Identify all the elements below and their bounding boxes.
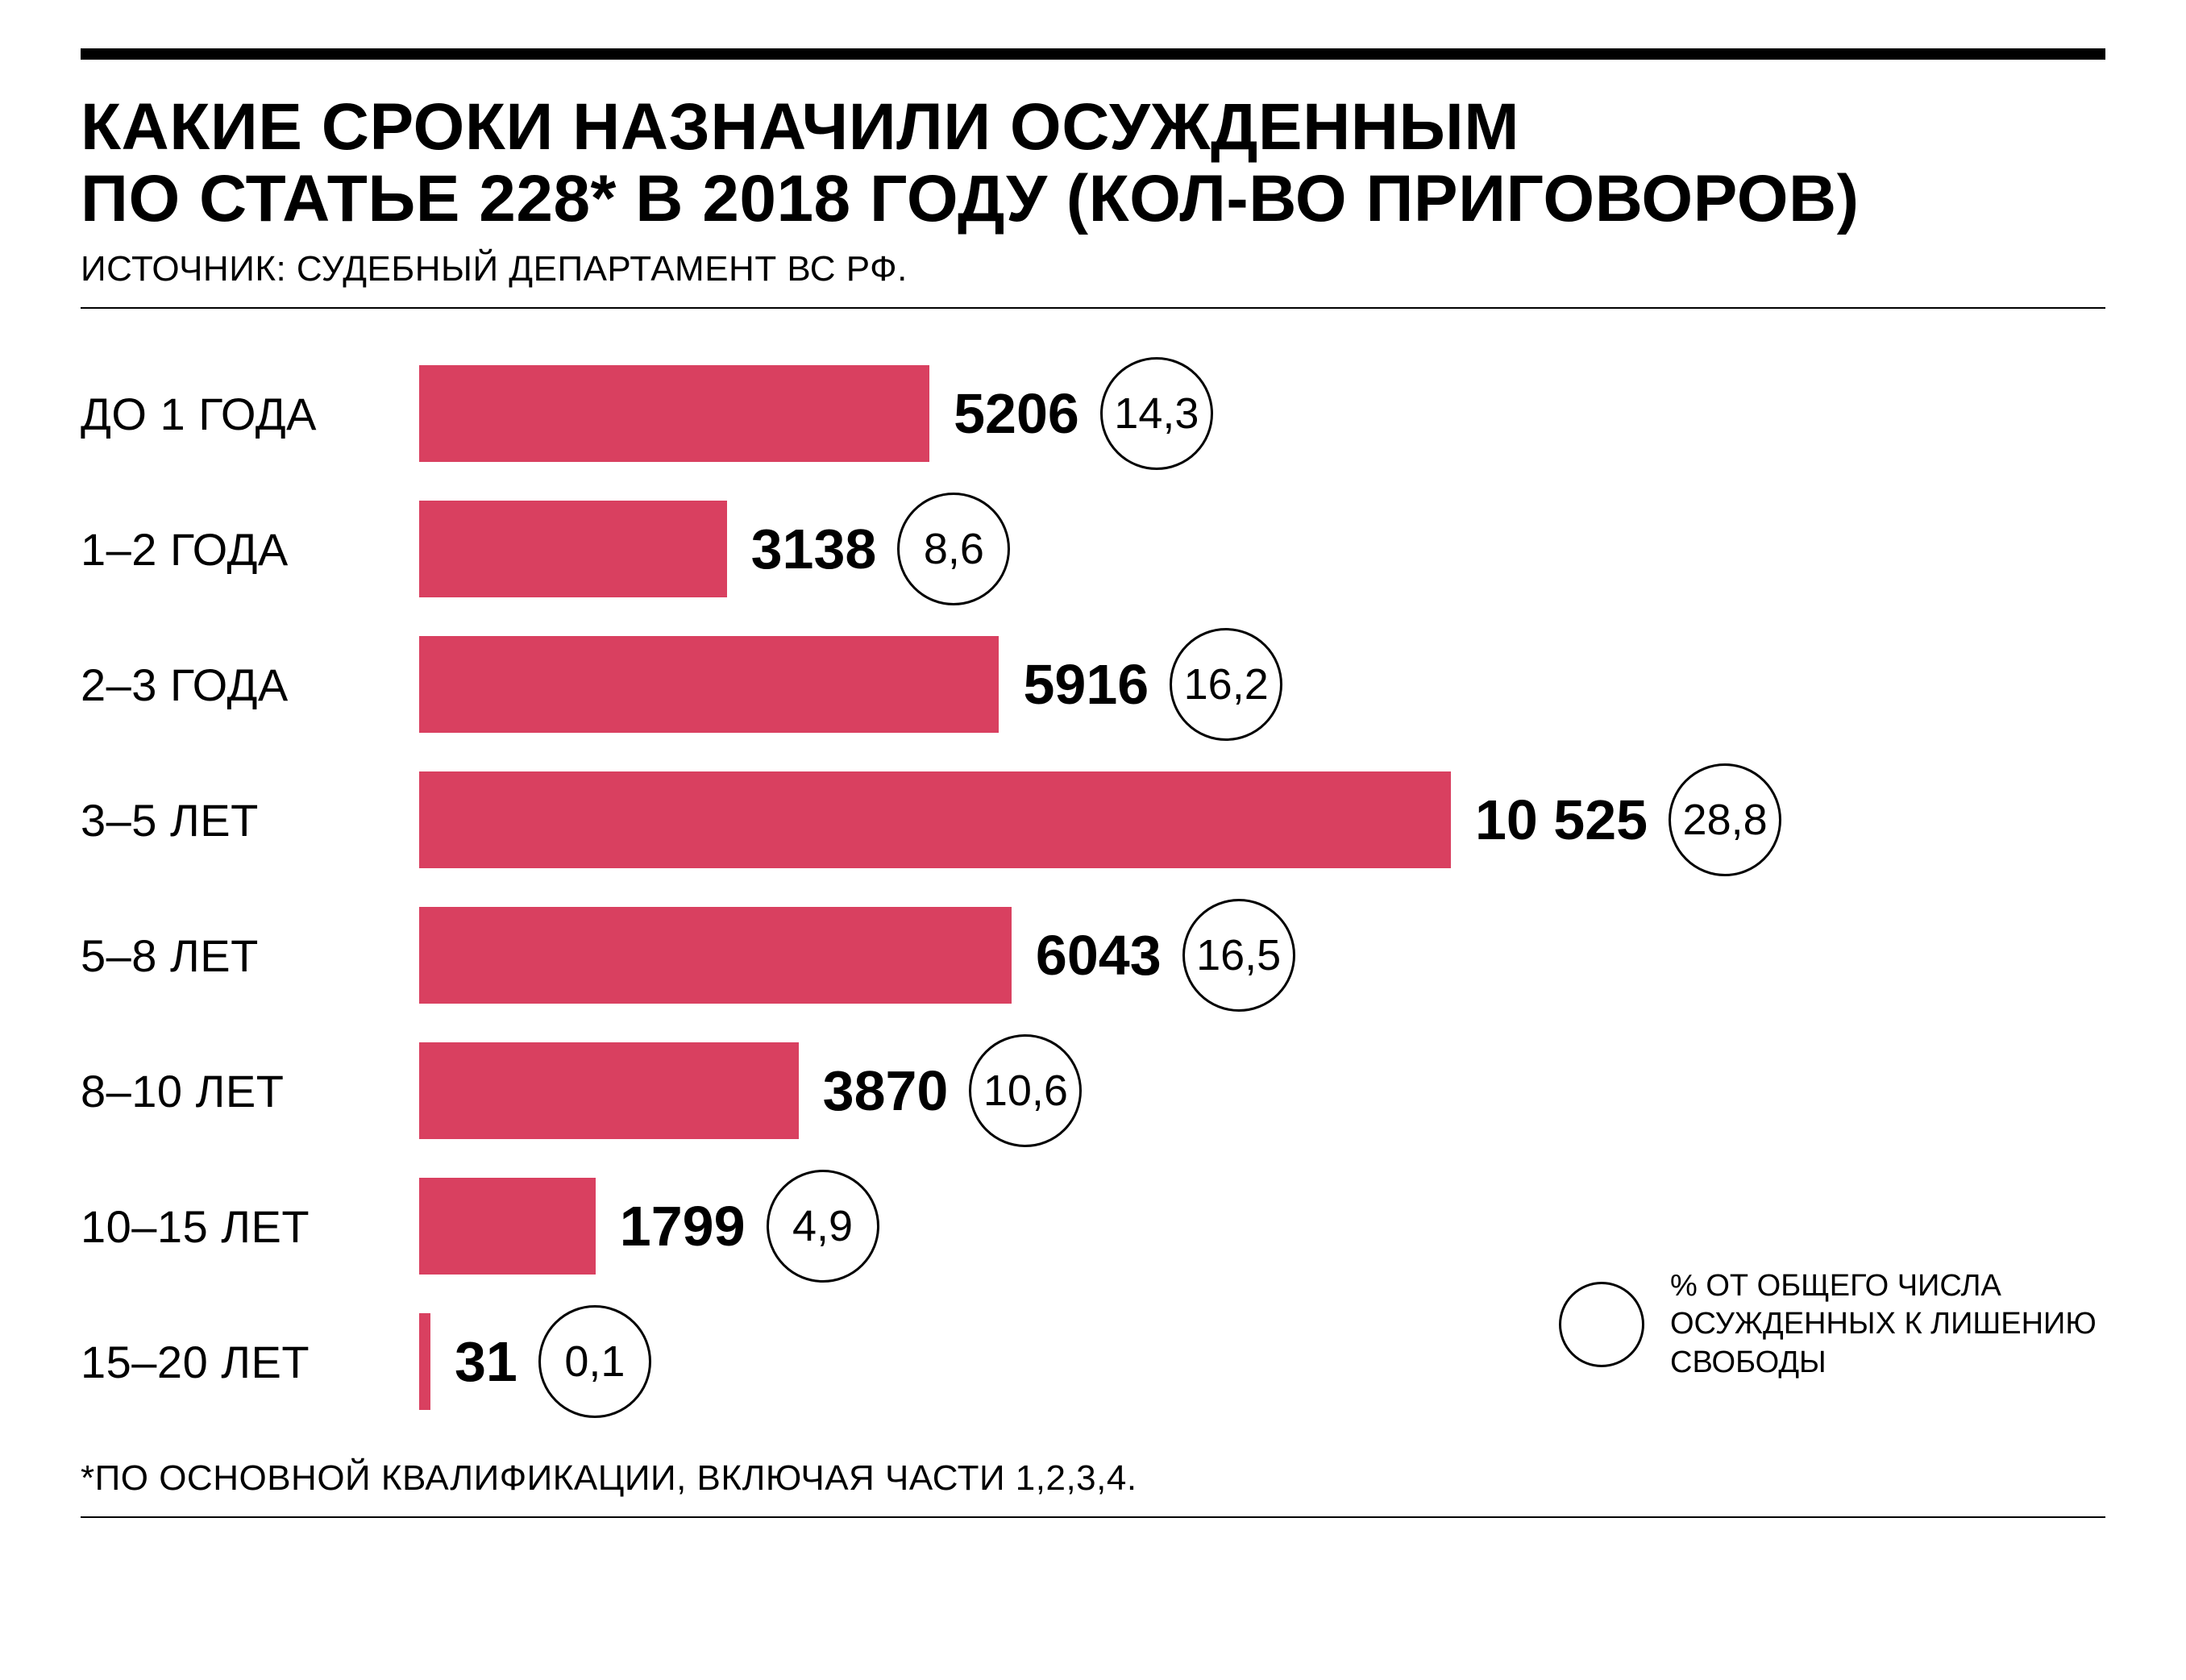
legend-circle-icon — [1559, 1282, 1644, 1367]
bar-value: 1799 — [620, 1194, 746, 1258]
bar-value: 3138 — [751, 517, 877, 581]
bar-row: 10–15 ЛЕТ 1799 4,9 — [81, 1170, 2105, 1283]
divider-bottom — [81, 1516, 2105, 1518]
pct-circle: 4,9 — [767, 1170, 879, 1283]
bar-wrap: 10 525 28,8 — [419, 763, 2105, 876]
pct-circle: 14,3 — [1100, 357, 1213, 470]
bar-value: 31 — [455, 1329, 517, 1394]
pct-value: 0,1 — [564, 1337, 625, 1387]
pct-circle: 16,2 — [1170, 628, 1282, 741]
bar — [419, 1313, 430, 1410]
bar — [419, 501, 727, 597]
category-label: 8–10 ЛЕТ — [81, 1065, 419, 1117]
bar-wrap: 5916 16,2 — [419, 628, 2105, 741]
category-label: 2–3 ГОДА — [81, 659, 419, 711]
legend: % ОТ ОБЩЕГО ЧИСЛА ОСУЖДЕННЫХ К ЛИШЕНИЮ С… — [1559, 1267, 2122, 1383]
bar-wrap: 6043 16,5 — [419, 899, 2105, 1012]
bar-row: 1–2 ГОДА 3138 8,6 — [81, 493, 2105, 605]
pct-value: 16,2 — [1184, 659, 1269, 709]
bar-value: 5206 — [954, 381, 1079, 446]
chart-title: КАКИЕ СРОКИ НАЗНАЧИЛИ ОСУЖДЕННЫМ ПО СТАТ… — [81, 92, 2105, 235]
pct-value: 28,8 — [1683, 795, 1768, 845]
pct-circle: 8,6 — [897, 493, 1010, 605]
bar-row: ДО 1 ГОДА 5206 14,3 — [81, 357, 2105, 470]
footnote: *ПО ОСНОВНОЙ КВАЛИФИКАЦИИ, ВКЛЮЧАЯ ЧАСТИ… — [81, 1458, 2105, 1499]
pct-value: 8,6 — [924, 524, 984, 574]
title-line-1: КАКИЕ СРОКИ НАЗНАЧИЛИ ОСУЖДЕННЫМ — [81, 90, 1519, 164]
pct-value: 4,9 — [792, 1201, 853, 1251]
category-label: 3–5 ЛЕТ — [81, 794, 419, 846]
category-label: 15–20 ЛЕТ — [81, 1336, 419, 1388]
bar-chart: ДО 1 ГОДА 5206 14,3 1–2 ГОДА 3138 8,6 2–3 ГОДА… — [81, 357, 2105, 1418]
bar-wrap: 5206 14,3 — [419, 357, 2105, 470]
category-label: 5–8 ЛЕТ — [81, 929, 419, 982]
pct-value: 14,3 — [1114, 389, 1199, 439]
bar-wrap: 1799 4,9 — [419, 1170, 2105, 1283]
source-line: ИСТОЧНИК: СУДЕБНЫЙ ДЕПАРТАМЕНТ ВС РФ. — [81, 249, 2105, 289]
bar-row: 3–5 ЛЕТ 10 525 28,8 — [81, 763, 2105, 876]
category-label: 10–15 ЛЕТ — [81, 1200, 419, 1253]
bar — [419, 1178, 596, 1275]
pct-value: 16,5 — [1196, 930, 1281, 980]
bar-value: 10 525 — [1475, 788, 1648, 852]
legend-text: % ОТ ОБЩЕГО ЧИСЛА ОСУЖДЕННЫХ К ЛИШЕНИЮ С… — [1670, 1267, 2122, 1383]
page: КАКИЕ СРОКИ НАЗНАЧИЛИ ОСУЖДЕННЫМ ПО СТАТ… — [0, 0, 2186, 1680]
bar — [419, 771, 1451, 868]
title-line-2: ПО СТАТЬЕ 228* В 2018 ГОДУ (КОЛ-ВО ПРИГО… — [81, 162, 1860, 235]
bar-row: 8–10 ЛЕТ 3870 10,6 — [81, 1034, 2105, 1147]
category-label: 1–2 ГОДА — [81, 523, 419, 576]
bar-value: 5916 — [1023, 652, 1149, 717]
pct-value: 10,6 — [983, 1066, 1068, 1116]
pct-circle: 16,5 — [1182, 899, 1295, 1012]
bar — [419, 907, 1012, 1004]
bar — [419, 636, 999, 733]
bar — [419, 365, 929, 462]
pct-circle: 0,1 — [538, 1305, 651, 1418]
bar-wrap: 3138 8,6 — [419, 493, 2105, 605]
bar-row: 2–3 ГОДА 5916 16,2 — [81, 628, 2105, 741]
bar — [419, 1042, 799, 1139]
pct-circle: 28,8 — [1669, 763, 1781, 876]
category-label: ДО 1 ГОДА — [81, 388, 419, 440]
pct-circle: 10,6 — [969, 1034, 1082, 1147]
bar-value: 6043 — [1036, 923, 1162, 988]
top-rule — [81, 48, 2105, 60]
divider-top — [81, 307, 2105, 309]
bar-wrap: 3870 10,6 — [419, 1034, 2105, 1147]
bar-row: 5–8 ЛЕТ 6043 16,5 — [81, 899, 2105, 1012]
bar-value: 3870 — [823, 1058, 949, 1123]
